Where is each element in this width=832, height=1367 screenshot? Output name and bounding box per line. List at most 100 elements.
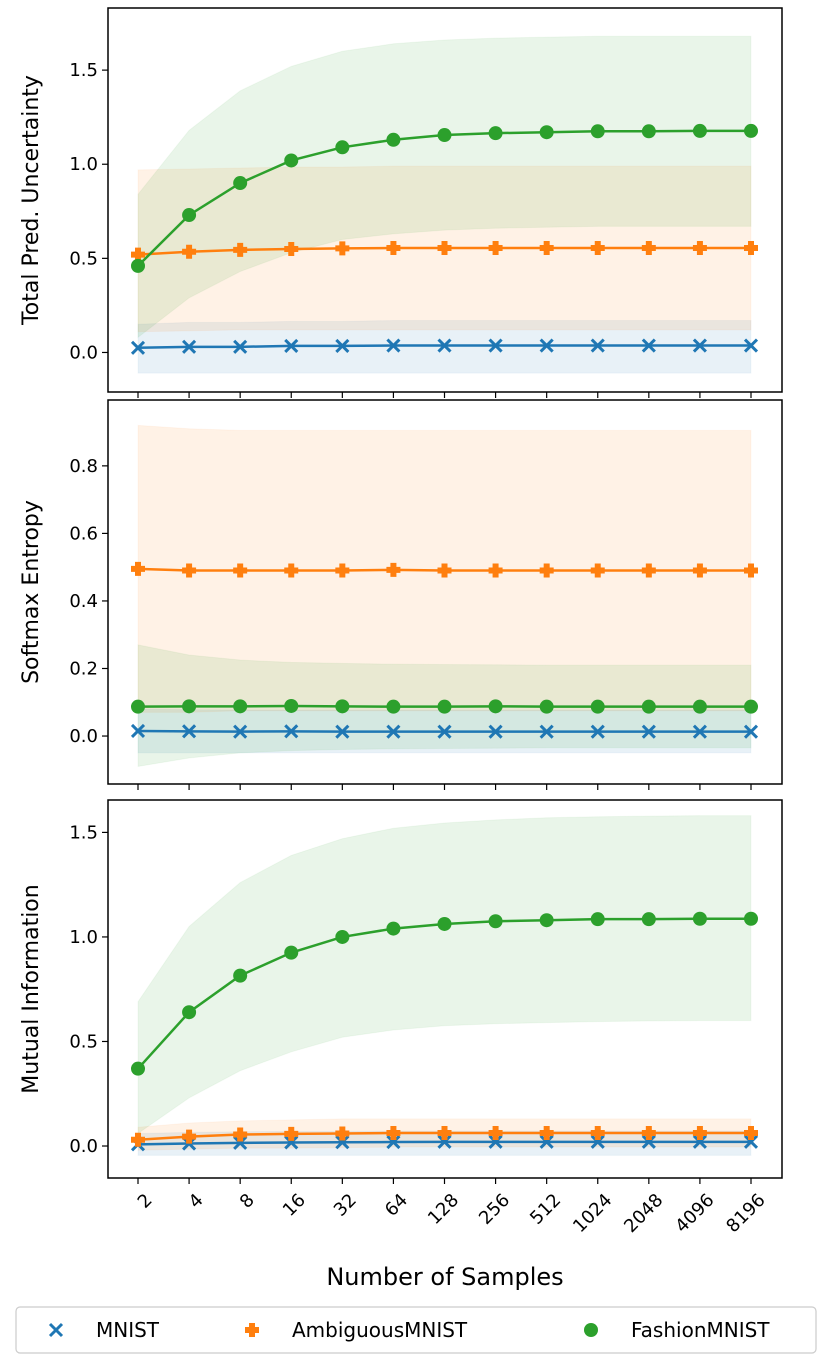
point-MNIST <box>539 338 554 353</box>
x-tick-label: 2 <box>134 1190 157 1213</box>
point-AmbiguousMNIST <box>437 563 452 578</box>
point-MNIST <box>743 338 759 353</box>
y-tick-label: 1.5 <box>69 822 98 843</box>
point-FashionMNIST <box>335 929 350 944</box>
legend-marker-AmbiguousMNIST <box>245 1323 259 1337</box>
point-MNIST <box>233 339 248 354</box>
y-axis-label: Softmax Entropy <box>19 500 44 684</box>
point-AmbiguousMNIST <box>744 241 758 255</box>
point-FashionMNIST <box>386 699 401 714</box>
y-tick-label: 1.0 <box>69 927 98 948</box>
point-MNIST <box>539 724 554 739</box>
point-AmbiguousMNIST <box>692 1126 707 1141</box>
point-AmbiguousMNIST <box>488 563 503 578</box>
point-MNIST <box>335 1135 350 1150</box>
point-AmbiguousMNIST <box>437 241 452 255</box>
point-AmbiguousMNIST <box>131 561 145 576</box>
point-FashionMNIST <box>284 945 299 960</box>
panel-2: 0.0 0.2 0.4 0.6 0.8 Softmax Entropy <box>19 399 783 790</box>
point-FashionMNIST <box>437 699 452 714</box>
point-FashionMNIST <box>233 968 248 983</box>
point-AmbiguousMNIST <box>335 1126 350 1141</box>
y-tick-label: 0.0 <box>69 342 98 363</box>
point-AmbiguousMNIST <box>488 1126 503 1141</box>
point-FashionMNIST <box>744 699 758 714</box>
x-tick-label: 4 <box>185 1190 208 1213</box>
y-axis-label: Total Pred. Uncertainty <box>19 75 44 326</box>
x-axis-label: Number of Samples <box>326 1263 563 1291</box>
point-AmbiguousMNIST <box>590 241 605 255</box>
point-FashionMNIST <box>335 140 350 155</box>
y-tick-label: 1.5 <box>69 60 98 81</box>
point-AmbiguousMNIST <box>284 563 299 578</box>
point-MNIST <box>284 1135 299 1150</box>
band-FashionMNIST <box>137 815 752 1135</box>
point-AmbiguousMNIST <box>590 1126 605 1141</box>
point-FashionMNIST <box>488 699 503 714</box>
point-AmbiguousMNIST <box>386 241 401 255</box>
point-FashionMNIST <box>641 124 656 139</box>
point-MNIST <box>743 724 759 739</box>
y-tick-label: 0.6 <box>69 523 98 544</box>
point-AmbiguousMNIST <box>744 563 758 578</box>
legend-label: FashionMNIST <box>631 1318 770 1342</box>
y-tick-label: 0.5 <box>69 248 98 269</box>
point-MNIST <box>233 724 248 739</box>
point-AmbiguousMNIST <box>488 241 503 255</box>
point-MNIST <box>641 1134 656 1149</box>
y-tick-label: 0.0 <box>69 726 98 747</box>
point-AmbiguousMNIST <box>386 1126 401 1141</box>
x-tick-label: 1024 <box>569 1190 616 1237</box>
point-FashionMNIST <box>539 125 554 140</box>
point-FashionMNIST <box>386 921 401 936</box>
legend-label: AmbiguousMNIST <box>292 1318 468 1342</box>
legend-label: MNIST <box>96 1318 160 1342</box>
point-MNIST <box>488 724 503 739</box>
x-tick-label: 4096 <box>671 1190 718 1237</box>
point-MNIST <box>641 724 656 739</box>
point-AmbiguousMNIST <box>641 563 656 578</box>
point-AmbiguousMNIST <box>641 1126 656 1141</box>
point-AmbiguousMNIST <box>744 1126 758 1141</box>
point-FashionMNIST <box>641 912 656 927</box>
point-AmbiguousMNIST <box>182 244 197 259</box>
point-MNIST <box>284 338 299 353</box>
x-tick-label: 16 <box>279 1190 310 1221</box>
point-FashionMNIST <box>539 699 554 714</box>
point-AmbiguousMNIST <box>233 242 248 257</box>
point-FashionMNIST <box>233 176 248 191</box>
point-FashionMNIST <box>131 699 145 714</box>
point-FashionMNIST <box>488 126 503 141</box>
point-AmbiguousMNIST <box>590 563 605 578</box>
point-MNIST <box>182 339 197 354</box>
point-MNIST <box>488 338 503 353</box>
x-tick-label: 256 <box>475 1190 514 1229</box>
point-AmbiguousMNIST <box>539 1126 554 1141</box>
x-tick-label: 512 <box>526 1190 565 1229</box>
y-tick-label: 0.0 <box>69 1136 98 1157</box>
point-MNIST <box>284 724 299 739</box>
y-tick-label: 1.0 <box>69 154 98 175</box>
point-FashionMNIST <box>386 132 401 147</box>
point-MNIST <box>437 724 452 739</box>
x-tick-label: 2048 <box>620 1190 667 1237</box>
point-MNIST <box>692 1134 707 1149</box>
point-MNIST <box>590 1134 605 1149</box>
point-FashionMNIST <box>437 916 452 931</box>
point-AmbiguousMNIST <box>335 241 350 256</box>
point-FashionMNIST <box>284 153 299 168</box>
point-MNIST <box>743 1134 759 1149</box>
point-AmbiguousMNIST <box>233 563 248 578</box>
point-MNIST <box>488 1134 503 1149</box>
point-AmbiguousMNIST <box>182 563 197 578</box>
point-FashionMNIST <box>131 1061 145 1076</box>
point-AmbiguousMNIST <box>641 241 656 255</box>
point-MNIST <box>386 724 401 739</box>
x-tick-label: 64 <box>381 1190 412 1221</box>
point-AmbiguousMNIST <box>692 563 707 578</box>
point-FashionMNIST <box>590 124 605 139</box>
point-AmbiguousMNIST <box>131 247 145 262</box>
point-FashionMNIST <box>182 699 197 714</box>
point-FashionMNIST <box>590 699 605 714</box>
